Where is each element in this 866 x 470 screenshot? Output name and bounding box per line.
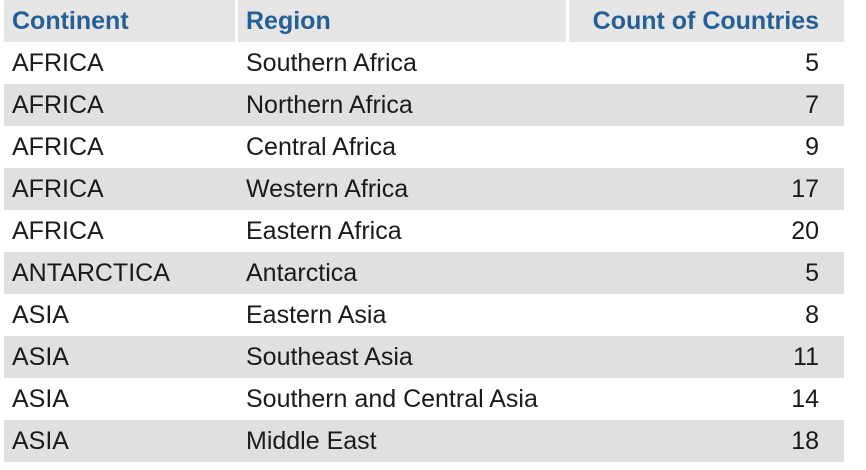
table-row: AFRICA Central Africa 9: [4, 126, 844, 168]
cell-continent: AFRICA: [4, 210, 238, 252]
cell-count: 8: [569, 294, 844, 336]
column-header-region[interactable]: Region: [238, 0, 569, 42]
column-header-continent[interactable]: Continent: [4, 0, 238, 42]
cell-count: 18: [569, 420, 844, 462]
table-row: AFRICA Western Africa 17: [4, 168, 844, 210]
table-row: ASIA Southeast Asia 11: [4, 336, 844, 378]
table-row: ASIA Middle East 18: [4, 420, 844, 462]
cell-region: Central Africa: [238, 126, 569, 168]
cell-count: 17: [569, 168, 844, 210]
cell-count: 5: [569, 42, 844, 84]
cell-count: 9: [569, 126, 844, 168]
cell-region: Antarctica: [238, 252, 569, 294]
cell-region: Eastern Asia: [238, 294, 569, 336]
cell-count: 5: [569, 252, 844, 294]
cell-region: Northern Africa: [238, 84, 569, 126]
table-row: ASIA Eastern Asia 8: [4, 294, 844, 336]
cell-continent: AFRICA: [4, 84, 238, 126]
cell-continent: ANTARCTICA: [4, 252, 238, 294]
table-row: AFRICA Northern Africa 7: [4, 84, 844, 126]
cell-continent: ASIA: [4, 294, 238, 336]
cell-region: Southeast Asia: [238, 336, 569, 378]
cell-region: Middle East: [238, 420, 569, 462]
results-table-container: Continent Region Count of Countries AFRI…: [4, 0, 844, 462]
cell-region: Southern and Central Asia: [238, 378, 569, 420]
results-table: Continent Region Count of Countries AFRI…: [4, 0, 844, 462]
cell-count: 14: [569, 378, 844, 420]
table-row: ASIA Southern and Central Asia 14: [4, 378, 844, 420]
table-row: AFRICA Eastern Africa 20: [4, 210, 844, 252]
cell-continent: ASIA: [4, 420, 238, 462]
cell-region: Southern Africa: [238, 42, 569, 84]
cell-continent: AFRICA: [4, 42, 238, 84]
table-header-row: Continent Region Count of Countries: [4, 0, 844, 42]
column-header-count[interactable]: Count of Countries: [569, 0, 844, 42]
cell-region: Eastern Africa: [238, 210, 569, 252]
cell-count: 7: [569, 84, 844, 126]
cell-continent: ASIA: [4, 378, 238, 420]
cell-continent: ASIA: [4, 336, 238, 378]
cell-continent: AFRICA: [4, 168, 238, 210]
cell-count: 11: [569, 336, 844, 378]
table-row: ANTARCTICA Antarctica 5: [4, 252, 844, 294]
cell-region: Western Africa: [238, 168, 569, 210]
cell-continent: AFRICA: [4, 126, 238, 168]
table-row: AFRICA Southern Africa 5: [4, 42, 844, 84]
cell-count: 20: [569, 210, 844, 252]
